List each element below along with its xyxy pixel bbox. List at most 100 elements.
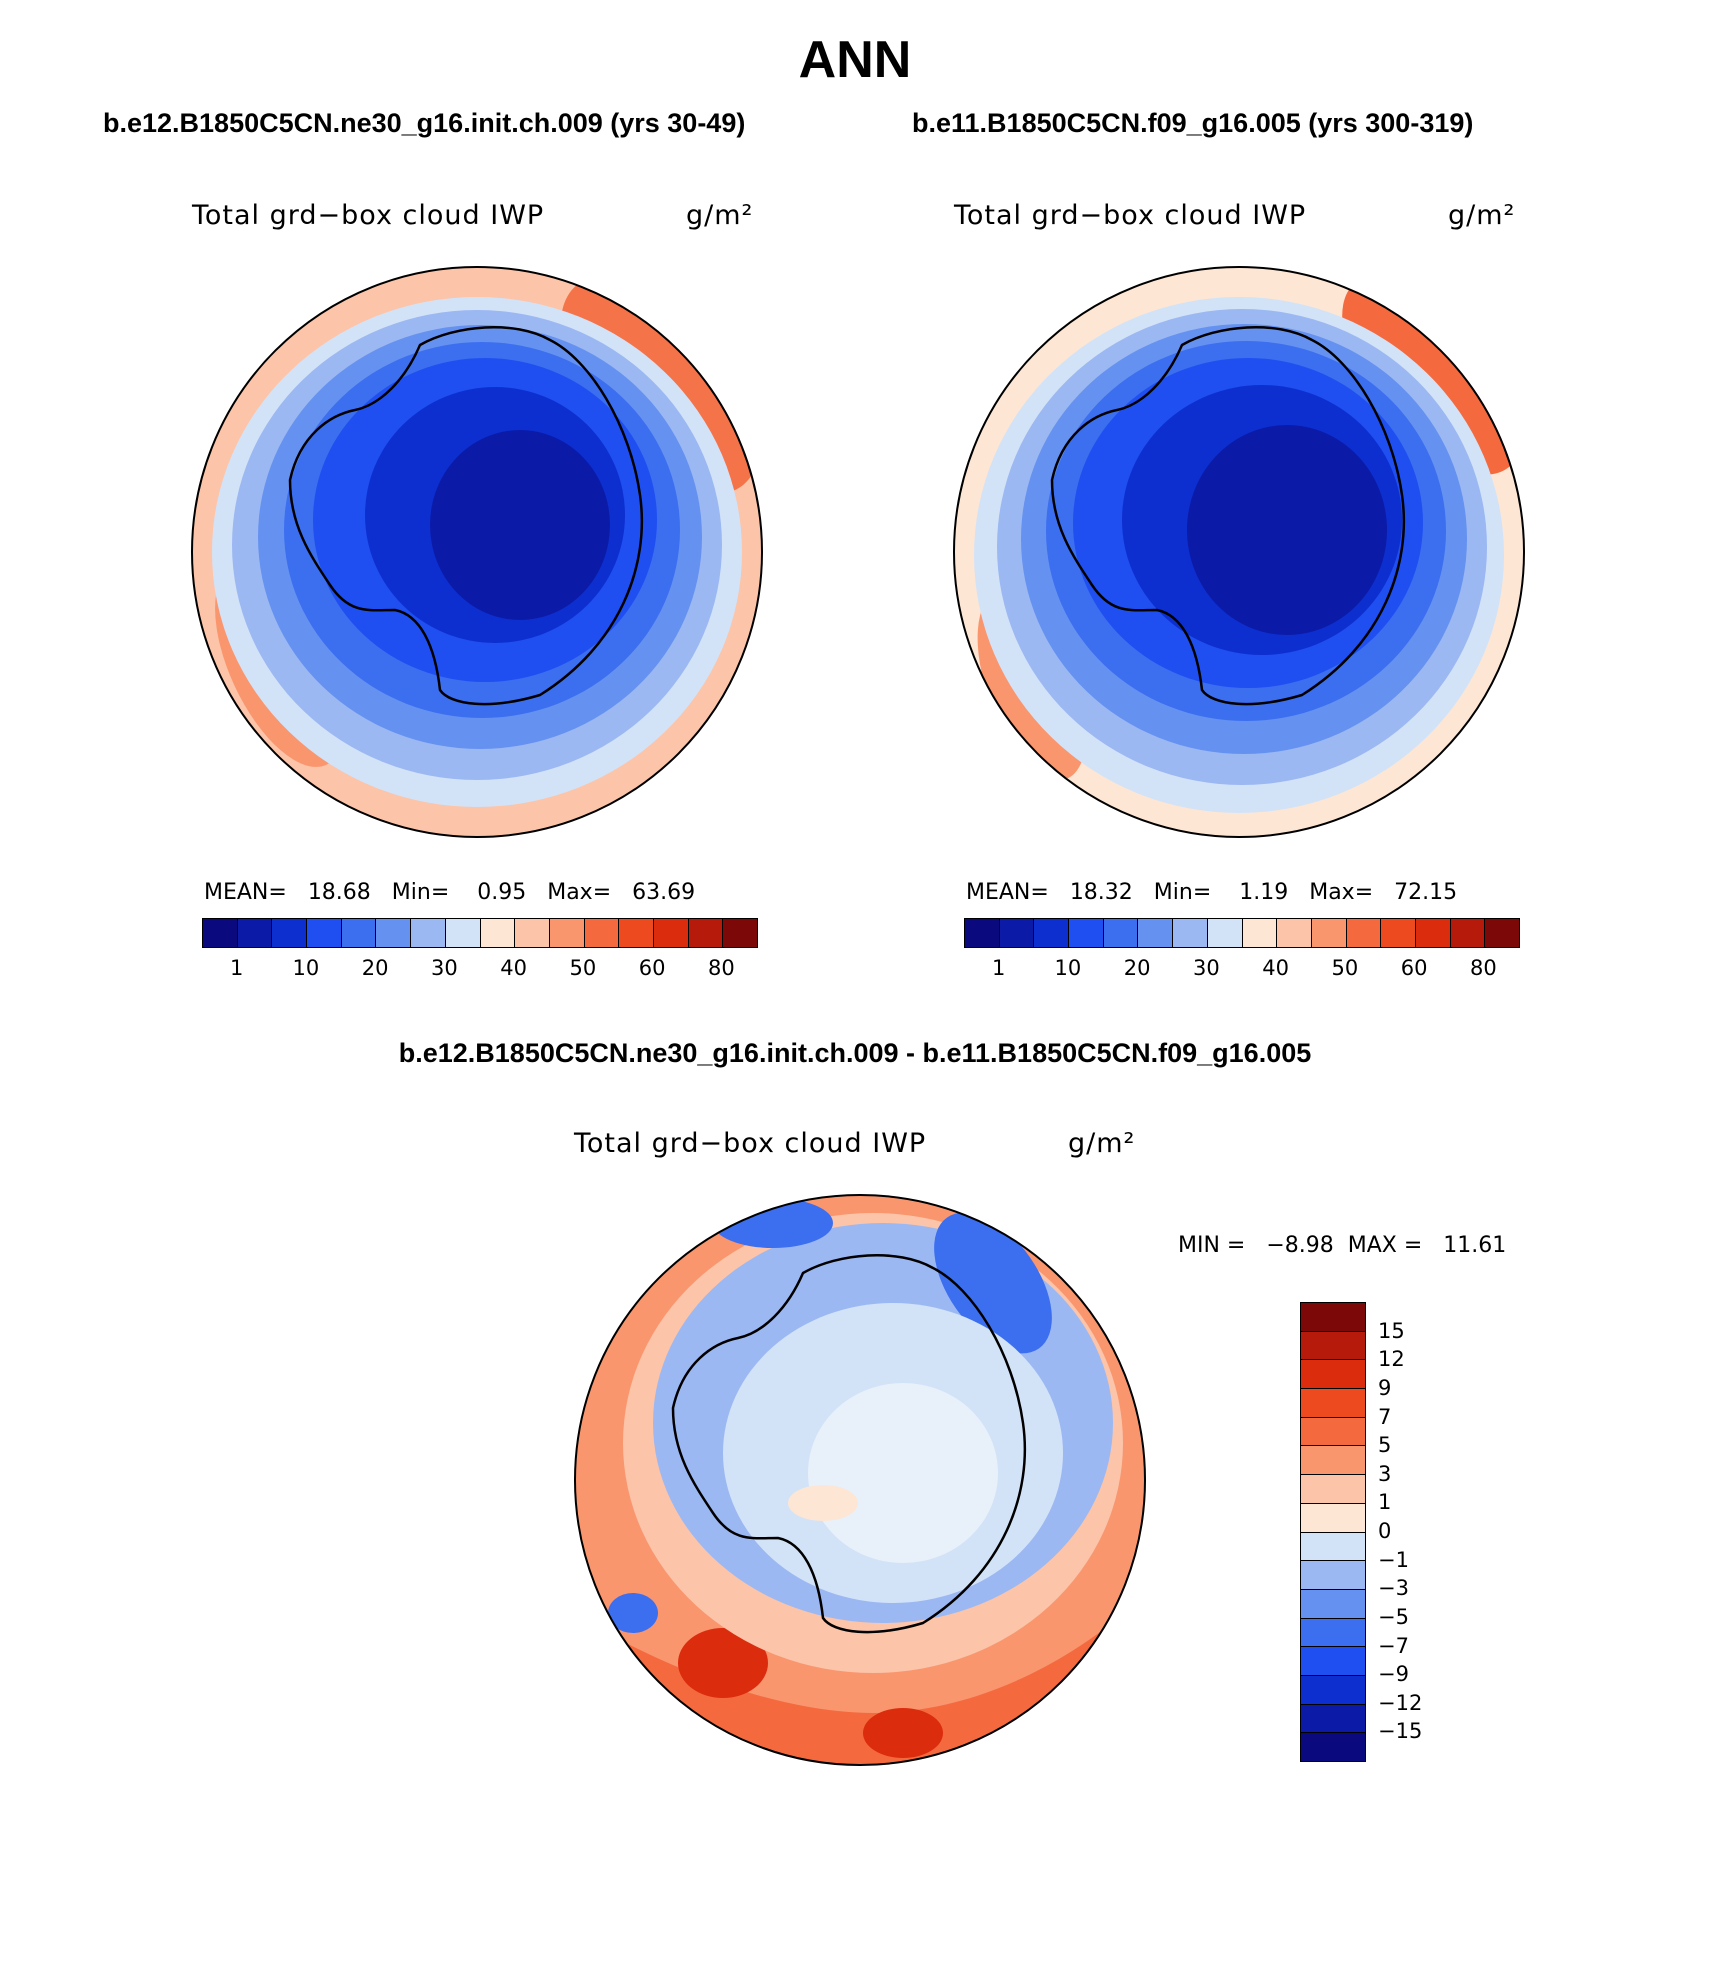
diff-colorbar-tick-label: 15 <box>1378 1318 1405 1343</box>
diff-colorbar-tick-label: −1 <box>1378 1547 1409 1572</box>
panel-2-colorbar-cell <box>1173 919 1208 947</box>
panel-2-colorbar <box>964 918 1520 948</box>
panel-1-colorbar-cell <box>723 919 757 947</box>
panel-2-colorbar-tick-label: 30 <box>1193 956 1220 980</box>
diff-colorbar-tick-label: −7 <box>1378 1633 1409 1658</box>
panel-1-colorbar-cell <box>411 919 446 947</box>
panel-2-colorbar-cell <box>1207 919 1243 947</box>
diff-title: b.e12.B1850C5CN.ne30_g16.init.ch.009 - b… <box>398 1038 1312 1068</box>
panel-1-colorbar-cell <box>237 919 273 947</box>
panel-2-case-title: b.e11.B1850C5CN.f09_g16.005 (yrs 300-319… <box>912 108 1474 138</box>
panel-1-colorbar-tick-label: 60 <box>638 956 666 980</box>
panel-2-colorbar-cell <box>965 919 1000 947</box>
panel-2-colorbar-cell <box>1311 919 1347 947</box>
diff-colorbar-tick-label: −9 <box>1378 1662 1409 1687</box>
panel-1-colorbar-cell <box>584 919 620 947</box>
panel-2-colorbar-cell <box>1415 919 1451 947</box>
panel-1-colorbar-tick-label: 50 <box>569 956 597 980</box>
panel-2-colorbar-cell <box>1381 919 1416 947</box>
panel-1-colorbar-cell <box>515 919 550 947</box>
panel-1-colorbar-cell <box>445 919 481 947</box>
panel-1-colorbar-cell <box>341 919 377 947</box>
diff-colorbar-cell <box>1301 1303 1365 1332</box>
diff-region-s-peak <box>863 1708 943 1758</box>
diff-colorbar-cell <box>1301 1446 1365 1476</box>
diff-colorbar-cell <box>1301 1704 1365 1734</box>
diff-colorbar-tick-label: −15 <box>1378 1719 1423 1744</box>
diff-colorbar-tick-label: −5 <box>1378 1604 1409 1629</box>
panel-2-colorbar-cell <box>1277 919 1312 947</box>
panel-1-colorbar-tick-label: 1 <box>229 956 244 980</box>
diff-colorbar-tick-label: 5 <box>1378 1433 1392 1458</box>
panel-2-polar-map <box>953 266 1525 838</box>
panel-1-colorbar-cell <box>307 919 342 947</box>
diff-region-n-low <box>713 1198 833 1248</box>
panel-2-colorbar-cell <box>1034 919 1070 947</box>
diff-colorbar-cell <box>1301 1331 1365 1361</box>
panel-1-band-1 <box>430 430 610 620</box>
diff-colorbar-cell <box>1301 1503 1365 1533</box>
diff-region-w-low <box>608 1593 658 1633</box>
panel-2-colorbar-cell <box>1138 919 1174 947</box>
diff-colorbar-tick-label: −3 <box>1378 1576 1409 1601</box>
figure-title: ANN <box>798 31 912 89</box>
panel-1-variable-label: Total grd−box cloud IWP <box>192 200 545 231</box>
panel-1-colorbar-ticks: 1 10 20 30 40 50 60 80 <box>202 956 756 986</box>
diff-colorbar-cell <box>1301 1561 1365 1590</box>
panel-1-colorbar <box>202 918 758 948</box>
panel-1-case-title: b.e12.B1850C5CN.ne30_g16.init.ch.009 (yr… <box>103 108 746 138</box>
diff-colorbar-ticks: 15 12 9 7 5 3 1 0 −1 −3 −5 −7 −9 −12 −15 <box>1378 1302 1458 1760</box>
panel-2-colorbar-cell <box>1069 919 1104 947</box>
diff-colorbar-cell <box>1301 1618 1365 1648</box>
diff-region-interior <box>808 1383 998 1563</box>
diff-colorbar-cell <box>1301 1360 1365 1390</box>
panel-1-colorbar-cell <box>549 919 585 947</box>
panel-2-colorbar-tick-label: 50 <box>1331 956 1359 980</box>
diff-polar-map <box>574 1194 1146 1766</box>
panel-1-colorbar-cell <box>272 919 308 947</box>
panel-1-stats: MEAN= 18.68 Min= 0.95 Max= 63.69 <box>204 880 696 905</box>
panel-2-colorbar-tick-label: 80 <box>1470 956 1497 980</box>
panel-2-colorbar-tick-label: 20 <box>1123 956 1151 980</box>
diff-colorbar-cell <box>1301 1389 1365 1418</box>
panel-1-colorbar-tick-label: 10 <box>292 956 320 980</box>
diff-variable-label: Total grd−box cloud IWP <box>574 1128 927 1159</box>
panel-2-stats: MEAN= 18.32 Min= 1.19 Max= 72.15 <box>966 880 1458 905</box>
diff-colorbar-cell <box>1301 1675 1365 1705</box>
panel-1-units: g/m² <box>686 200 754 231</box>
diff-colorbar-cell <box>1301 1417 1365 1447</box>
panel-2-colorbar-cell <box>999 919 1035 947</box>
panel-2-colorbar-cell <box>1450 919 1486 947</box>
diff-colorbar-tick-label: 3 <box>1378 1461 1392 1486</box>
diff-region-south-high <box>575 1593 1145 1765</box>
panel-2-band-1 <box>1187 425 1387 635</box>
diff-colorbar-tick-label: 1 <box>1378 1490 1392 1515</box>
panel-2-map-border <box>953 266 1525 838</box>
diff-map-border <box>574 1194 1146 1766</box>
panel-1-colorbar-tick-label: 30 <box>431 956 458 980</box>
panel-1-colorbar-cell <box>203 919 238 947</box>
panel-1-map-border <box>191 266 763 838</box>
panel-1-colorbar-tick-label: 20 <box>361 956 389 980</box>
diff-region-interior-positive <box>788 1485 858 1521</box>
diff-colorbar <box>1300 1302 1366 1762</box>
diff-colorbar-cell <box>1301 1532 1365 1562</box>
panel-1-colorbar-tick-label: 80 <box>708 956 735 980</box>
panel-2-region-ne-high <box>1342 275 1522 475</box>
panel-2-colorbar-cell <box>1242 919 1278 947</box>
panel-2-colorbar-cell <box>1346 919 1382 947</box>
panel-1-colorbar-tick-label: 40 <box>500 956 527 980</box>
diff-colorbar-cell <box>1301 1475 1365 1504</box>
panel-2-units: g/m² <box>1448 200 1516 231</box>
diff-colorbar-tick-label: 12 <box>1378 1347 1405 1372</box>
diff-colorbar-cell <box>1301 1589 1365 1619</box>
diff-colorbar-cell <box>1301 1733 1365 1761</box>
panel-1-antarctica-coastline <box>288 326 644 706</box>
diff-units: g/m² <box>1068 1128 1136 1159</box>
diff-antarctica-coastline <box>671 1254 1027 1634</box>
panel-1-colorbar-cell <box>688 919 724 947</box>
panel-2-colorbar-tick-label: 1 <box>991 956 1006 980</box>
panel-2-variable-label: Total grd−box cloud IWP <box>954 200 1307 231</box>
diff-colorbar-tick-label: 9 <box>1378 1375 1392 1400</box>
panel-1-colorbar-cell <box>376 919 412 947</box>
